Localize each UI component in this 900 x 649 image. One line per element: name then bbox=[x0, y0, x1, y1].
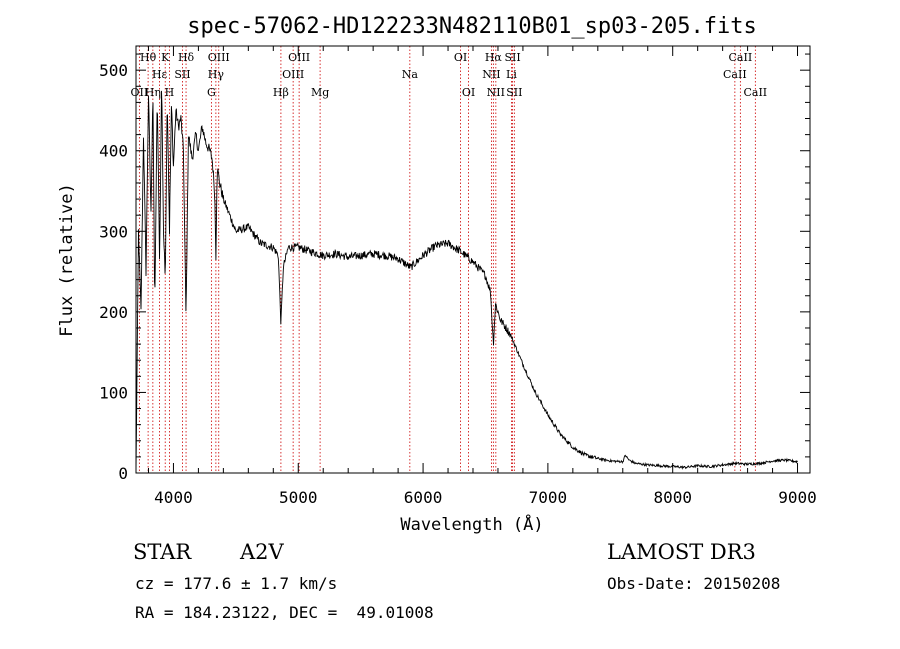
y-tick-label: 200 bbox=[99, 303, 128, 322]
line-marker-label-26: CaII bbox=[743, 86, 767, 99]
line-marker-label-20: NII bbox=[487, 86, 505, 99]
line-marker-label-7: Hδ bbox=[178, 51, 195, 64]
y-tick-label: 400 bbox=[99, 142, 128, 161]
line-marker-label-9: Hγ bbox=[208, 68, 225, 81]
line-marker-label-8: G bbox=[207, 86, 216, 99]
line-marker-label-12: OIII bbox=[282, 68, 304, 81]
x-axis-label: Wavelength (Å) bbox=[400, 513, 543, 535]
chart-title: spec-57062-HD122233N482110B01_sp03-205.f… bbox=[187, 14, 757, 39]
y-tick-label: 0 bbox=[118, 464, 128, 483]
x-tick-label: 7000 bbox=[529, 488, 568, 507]
line-markers bbox=[138, 46, 756, 473]
line-marker-label-16: OI bbox=[454, 51, 467, 64]
x-tick-label: 8000 bbox=[653, 488, 692, 507]
line-marker-label-5: H bbox=[165, 86, 175, 99]
line-marker-label-15: Na bbox=[402, 68, 419, 81]
y-tick-label: 100 bbox=[99, 383, 128, 402]
line-marker-label-21: Li bbox=[506, 68, 517, 81]
spectrum-line bbox=[135, 90, 798, 472]
y-axis: 0 100 200 300 400 500 bbox=[99, 53, 810, 483]
line-marker-label-24: CaII bbox=[723, 68, 747, 81]
y-tick-label: 500 bbox=[99, 61, 128, 80]
line-marker-label-3: Hε bbox=[152, 68, 168, 81]
y-tick-label: 300 bbox=[99, 222, 128, 241]
line-marker-label-17: OI bbox=[462, 86, 475, 99]
line-marker-label-6: SII bbox=[174, 68, 190, 81]
x-tick-label: 9000 bbox=[778, 488, 817, 507]
line-marker-label-10: OIII bbox=[208, 51, 230, 64]
line-marker-label-11: Hβ bbox=[273, 86, 289, 99]
line-marker-label-25: CaII bbox=[729, 51, 753, 64]
x-tick-label: 6000 bbox=[404, 488, 443, 507]
line-marker-label-22: SII bbox=[504, 51, 520, 64]
line-marker-label-13: OIII bbox=[288, 51, 310, 64]
object-class: STAR bbox=[133, 540, 192, 564]
x-tick-label: 4000 bbox=[154, 488, 193, 507]
line-marker-label-0: Hθ bbox=[140, 51, 157, 64]
line-marker-label-19: Hα bbox=[485, 51, 503, 64]
observation-date: Obs-Date: 20150208 bbox=[607, 574, 781, 593]
redshift-cz: cz = 177.6 ± 1.7 km/s bbox=[135, 574, 338, 593]
survey-name: LAMOST DR3 bbox=[607, 540, 756, 564]
x-axis: 4000 5000 6000 7000 8000 9000 bbox=[147, 46, 817, 507]
line-marker-label-1: OII bbox=[131, 86, 149, 99]
plot-frame bbox=[135, 45, 811, 474]
line-marker-label-4: K bbox=[161, 51, 170, 64]
line-marker-label-23: SII bbox=[506, 86, 522, 99]
object-subclass: A2V bbox=[240, 540, 284, 564]
x-tick-label: 5000 bbox=[279, 488, 318, 507]
line-marker-label-2: Hη bbox=[145, 86, 161, 99]
line-marker-label-18: NII bbox=[482, 68, 500, 81]
spectrum-layer bbox=[135, 90, 798, 472]
line-marker-label-14: Mg bbox=[311, 86, 329, 99]
coordinates: RA = 184.23122, DEC = 49.01008 bbox=[135, 603, 434, 622]
y-axis-label: Flux (relative) bbox=[57, 183, 77, 337]
